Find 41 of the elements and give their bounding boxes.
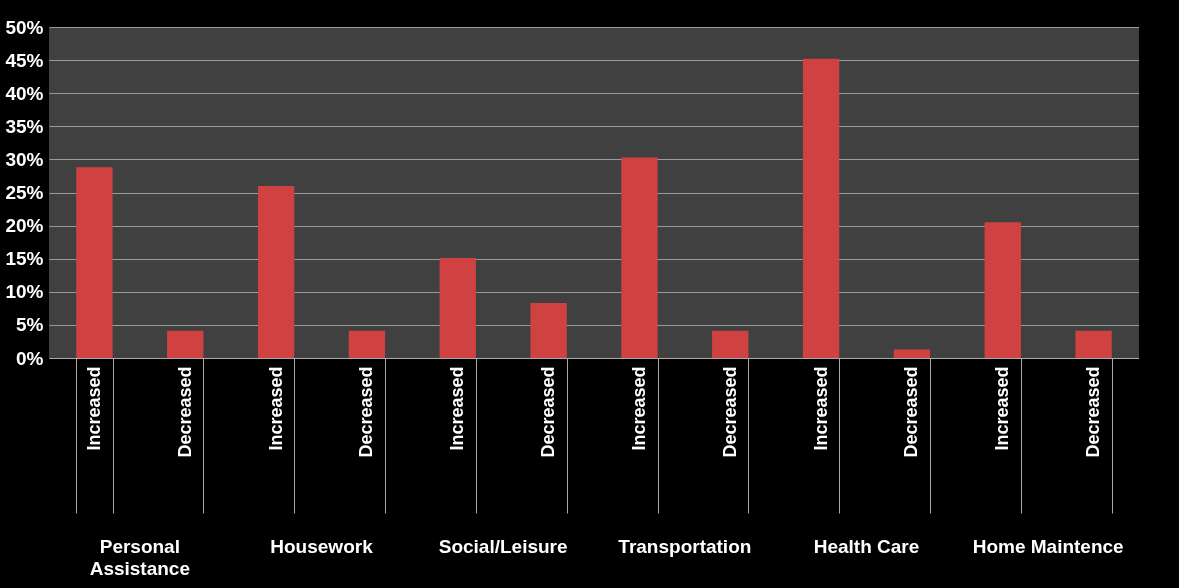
y-tick-label: 15% [5, 248, 44, 270]
y-tick-label: 25% [5, 182, 44, 203]
x-tick-label: Increased [447, 366, 468, 451]
text: Home Maintence [972, 536, 1124, 557]
bar [1075, 330, 1112, 358]
x-tick-label: Decreased [901, 366, 922, 458]
x-tick-label: Decreased [356, 366, 377, 458]
x-tick-label: Decreased [538, 366, 559, 458]
y-tick-label: 40% [5, 82, 44, 104]
y-tick-label: 35% [5, 115, 44, 137]
bar [530, 303, 567, 358]
bar [712, 330, 749, 358]
x-tick-label: Increased [628, 366, 649, 451]
y-tick-label: 30% [5, 148, 44, 170]
y-tick-label: 0% [16, 347, 44, 369]
x-tick-label: Decreased [174, 366, 195, 458]
bar [76, 167, 113, 358]
y-tick-label: 5% [16, 314, 44, 336]
bar [621, 157, 658, 358]
y-tick-label: 50% [5, 16, 44, 38]
x-tick-label: Increased [83, 366, 104, 451]
bar [167, 330, 204, 358]
x-tick-label: Decreased [1083, 366, 1104, 458]
y-tick-label: 45% [5, 49, 44, 71]
text: Transportation [618, 536, 752, 557]
x-tick-label: Increased [992, 366, 1013, 451]
text: Housework [270, 536, 374, 557]
bar [348, 330, 386, 358]
bar [439, 258, 476, 358]
bar [257, 185, 295, 358]
y-tick-label: 20% [5, 215, 44, 237]
bar [893, 349, 931, 358]
bar [802, 58, 840, 358]
text: Social/Leisure [438, 536, 568, 557]
text: Personal Assistance [89, 536, 191, 579]
x-tick-label: Increased [810, 366, 831, 451]
text: Health Care [813, 536, 920, 557]
y-tick-label: 10% [5, 281, 44, 303]
x-tick-label: Decreased [719, 366, 740, 458]
bar [984, 222, 1021, 358]
x-tick-label: Increased [265, 366, 286, 451]
